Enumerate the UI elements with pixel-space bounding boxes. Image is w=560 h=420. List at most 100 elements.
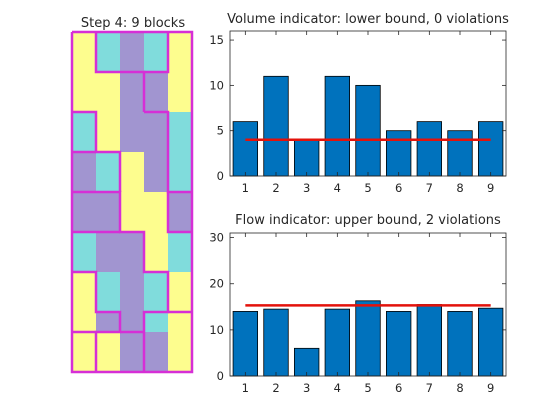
map-cell: [72, 272, 97, 293]
map-cell: [168, 152, 193, 173]
flow-bars: [232, 300, 504, 377]
volume-chart: Volume indicator: lower bound, 0 violati…: [209, 12, 509, 195]
map-cell: [168, 252, 193, 273]
map-cell: [72, 232, 97, 253]
bar: [416, 304, 443, 377]
map-cell: [120, 312, 145, 333]
x-tick-label: 9: [487, 181, 494, 195]
x-tick-label: 7: [426, 181, 433, 195]
map-cell: [144, 32, 169, 53]
map-cell: [72, 312, 97, 333]
map-cell: [144, 332, 169, 353]
block-map-panel: Step 4: 9 blocks: [70, 16, 194, 374]
map-cell: [120, 132, 145, 153]
bar: [385, 311, 412, 377]
map-cell: [72, 92, 97, 113]
x-tick-label: 6: [395, 181, 402, 195]
map-cell: [72, 292, 97, 313]
map-cell: [168, 112, 193, 133]
bar: [232, 121, 258, 177]
map-cell: [144, 232, 169, 253]
volume-chart-title: Volume indicator: lower bound, 0 violati…: [227, 12, 509, 27]
map-cell: [96, 72, 121, 93]
map-cell: [144, 132, 169, 153]
map-cell: [144, 52, 169, 73]
x-tick-label: 3: [303, 381, 310, 395]
x-tick-label: 1: [242, 181, 249, 195]
bar: [477, 121, 504, 177]
x-tick-label: 4: [334, 181, 341, 195]
map-cell: [72, 352, 97, 373]
map-cell: [72, 212, 97, 233]
map-cell: [96, 32, 121, 53]
block-boundary: [144, 32, 170, 74]
x-tick-label: 5: [364, 181, 371, 195]
x-tick-label: 2: [272, 181, 279, 195]
map-cell: [168, 132, 193, 153]
x-tick-label: 7: [426, 381, 433, 395]
map-cell: [72, 132, 97, 153]
map-cell: [120, 92, 145, 113]
block-boundary: [72, 190, 170, 372]
map-cell: [72, 72, 97, 93]
bar: [293, 347, 320, 377]
block-boundary: [70, 30, 194, 374]
bar: [355, 300, 381, 377]
volume-axes: 1 2 3 4 5 6 7 8 9 0 5 10 15: [209, 30, 507, 195]
map-cell: [120, 112, 145, 133]
map-cell: [96, 252, 121, 273]
block-map-title: Step 4: 9 blocks: [81, 16, 185, 31]
map-cell: [120, 252, 145, 273]
map-cell: [144, 192, 169, 213]
map-cell: [96, 212, 121, 233]
map-cell: [120, 292, 145, 313]
x-tick-label: 8: [456, 181, 463, 195]
x-tick-label: 5: [364, 381, 371, 395]
x-tick-label: 8: [456, 381, 463, 395]
bar: [477, 307, 504, 377]
map-cell: [72, 32, 97, 53]
volume-bars: [232, 75, 504, 177]
map-cell: [168, 52, 193, 73]
map-cell: [144, 72, 169, 93]
map-cell: [168, 312, 193, 333]
map-cell: [96, 312, 121, 333]
y-tick-label: 30: [209, 231, 224, 245]
map-cell: [144, 92, 169, 113]
bar: [355, 84, 381, 177]
map-cell: [144, 312, 169, 333]
block-map-borders: [70, 30, 194, 374]
map-cell: [144, 352, 169, 373]
map-cell: [96, 232, 121, 253]
map-cell: [96, 272, 121, 293]
bar: [263, 75, 289, 177]
x-tick-label: 3: [303, 181, 310, 195]
bar: [263, 308, 289, 377]
map-cell: [168, 292, 193, 313]
bar: [293, 139, 320, 177]
map-cell: [96, 292, 121, 313]
block-boundary: [94, 32, 146, 112]
map-cell: [72, 332, 97, 353]
map-cell: [96, 132, 121, 153]
map-cell: [120, 72, 145, 93]
x-tick-label: 2: [272, 381, 279, 395]
flow-axes: 1 2 3 4 5 6 7 8 9 0 10 20 30: [209, 231, 507, 395]
map-cell: [96, 112, 121, 133]
map-cell: [120, 212, 145, 233]
flow-chart: Flow indicator: upper bound, 2 violation…: [209, 213, 507, 395]
map-cell: [168, 32, 193, 53]
map-cell: [120, 32, 145, 53]
map-cell: [144, 152, 169, 173]
map-cell: [120, 172, 145, 193]
map-cell: [144, 172, 169, 193]
bar: [324, 308, 351, 377]
map-cell: [168, 352, 193, 373]
map-cell: [96, 192, 121, 213]
map-cell: [120, 232, 145, 253]
map-cell: [144, 292, 169, 313]
y-tick-label: 10: [209, 78, 224, 92]
map-cell: [168, 72, 193, 93]
x-tick-label: 9: [487, 381, 494, 395]
